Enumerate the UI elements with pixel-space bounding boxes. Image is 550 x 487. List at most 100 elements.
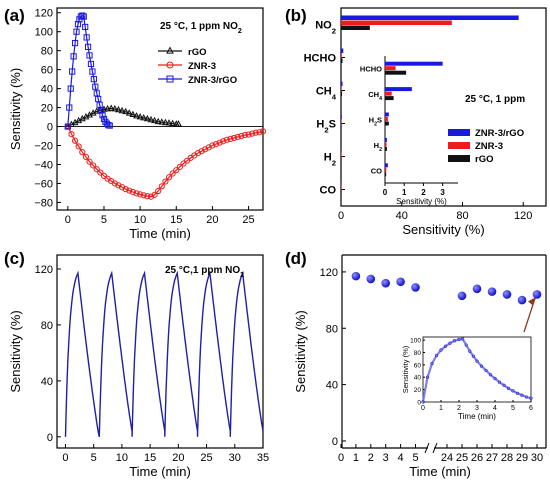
- panel-d-inset-xlabel: Time (min): [458, 412, 496, 421]
- panel-b-inset-bar: [385, 172, 387, 177]
- panel-d-inset-xtick-label: 2: [457, 405, 461, 412]
- panel-d-inset-ylabel: Sensitivity (%): [401, 345, 410, 393]
- panel-b-bar: [341, 124, 342, 129]
- panel-b-plot-frame: [340, 7, 547, 207]
- panel-b-legend-text: ZNR-3: [475, 141, 503, 152]
- panel-d-point: [457, 291, 467, 301]
- panel-d-xtick-label: 27: [486, 452, 498, 464]
- panel-d-xtick-label: 29: [516, 452, 528, 464]
- panel-c-ytick-label: 80: [41, 320, 53, 332]
- panel-a-series-marker: [241, 131, 249, 139]
- panel-a-series-marker: [137, 191, 144, 198]
- panel-a-series-marker: [89, 68, 96, 75]
- panel-d-inset-xtick-label: 6: [529, 405, 533, 412]
- panel-c-xlabel: Time (min): [129, 464, 191, 479]
- panel-b-label: (b): [285, 6, 307, 25]
- panel-a-series-marker: [67, 85, 74, 92]
- panel-b-inset-bar: [385, 66, 396, 71]
- panel-b-legend-text: rGO: [475, 154, 493, 165]
- panel-d-inset-series-marker: [471, 354, 476, 358]
- panel-a-series-marker: [73, 28, 80, 35]
- panel-a-series-marker: [70, 53, 77, 60]
- panel-b-inset-bar: [385, 137, 387, 142]
- panel-b-category-label: CH4: [316, 86, 337, 102]
- panel-b-bar: [341, 180, 342, 185]
- panel-a-series-marker: [99, 112, 106, 119]
- panel-a-series-marker: [161, 118, 169, 126]
- panel-a-series-marker: [174, 120, 182, 127]
- panel-a-series-marker: [238, 132, 245, 140]
- panel-c-series-line: [64, 270, 264, 437]
- panel-d-inset-series-marker: [430, 362, 434, 366]
- panel-d-ylabel: Sensitivity (%): [293, 310, 308, 392]
- panel-d-point: [517, 295, 527, 305]
- panel-a-series-marker: [111, 104, 119, 112]
- panel-d-inset-ytick-label: 100: [410, 338, 421, 345]
- panel-b-legend-swatch: [448, 142, 470, 149]
- panel-a-series-marker: [106, 122, 113, 129]
- panel-d-xtick-label: 25: [456, 452, 468, 464]
- panel-a-ytick-label: 60: [41, 65, 53, 77]
- panel-d-inset-series-marker: [529, 396, 533, 400]
- panel-a-series-marker: [129, 188, 136, 196]
- panel-d-inset-series-marker: [479, 364, 484, 368]
- panel-a-series-marker: [84, 43, 92, 50]
- panel-d-label: (d): [285, 249, 307, 268]
- panel-b-xlabel: Sensitivity (%): [402, 222, 484, 237]
- panel-a-series-marker: [147, 115, 155, 123]
- panel-a-series-marker: [133, 112, 140, 119]
- panel-d-point: [411, 283, 420, 292]
- panel-d-xtick-label: 28: [501, 452, 513, 464]
- panel-a-series-marker: [234, 133, 241, 141]
- panel-b-legend-swatch: [448, 155, 470, 162]
- panel-b-bar: [341, 114, 342, 119]
- panel-a-series-marker: [176, 163, 183, 170]
- panel-d-inset-xtick-label: 3: [475, 405, 479, 412]
- panel-a-xlabel: Time (min): [129, 226, 191, 241]
- panel-d-inset-ytick-label: 20: [414, 387, 422, 394]
- panel-d-inset-series-marker: [448, 341, 452, 345]
- panel-b-xtick-label: 120: [514, 210, 532, 222]
- panel-b-inset-xtick-label: 3: [440, 188, 445, 197]
- panel-c-xtick-label: 5: [91, 452, 97, 464]
- panel-a-legend-text: rGO: [188, 47, 206, 58]
- panel-a-series-marker: [87, 60, 95, 68]
- panel-d-ytick-label: 0: [332, 436, 338, 448]
- panel-d-axis-break: [432, 442, 438, 454]
- panel-a-series-marker: [97, 169, 104, 176]
- panel-a-xtick-label: 20: [206, 214, 218, 226]
- panel-a-series-marker: [194, 149, 202, 157]
- panel-c-ylabel: Sensitivity (%): [8, 310, 23, 392]
- panel-d-inset-series-marker: [461, 337, 465, 341]
- panel-b-inset-category-label: CH4: [368, 90, 382, 102]
- panel-a-series-line: [67, 126, 264, 198]
- panel-b-bar: [341, 190, 342, 195]
- panel-b-bar: [341, 147, 342, 152]
- panel-b-category-label: H2: [324, 152, 336, 168]
- panel-a-series-marker: [205, 144, 212, 151]
- panel-b-bar: [341, 152, 342, 157]
- panel-b-inset-bar: [385, 167, 387, 172]
- panel-a-legend-marker: [166, 75, 174, 83]
- panel-d-point: [381, 278, 391, 288]
- panel-a: (a) −80 −60 −40 −20 0 20 40 60 80 100 120 0 5 10 15 20 25…: [4, 6, 267, 241]
- panel-c-annotation: 25 °C,1 ppm NO2: [165, 265, 244, 279]
- panel-d-xtick-label: 5: [412, 452, 418, 464]
- panel-d-inset-xtick-label: 0: [421, 405, 425, 412]
- panel-d-inset-series-marker: [457, 337, 461, 342]
- panel-a-series-marker: [129, 110, 137, 118]
- panel-d-xtick-label: 24: [441, 452, 453, 464]
- panel-b-bar: [341, 81, 343, 86]
- panel-b-inset-bar: [385, 121, 389, 126]
- panel-a-series-marker: [69, 68, 76, 75]
- panel-d-inset-series-marker: [506, 386, 511, 390]
- panel-a-series-marker: [80, 13, 87, 20]
- panel-b-inset-xtick-label: 2: [421, 188, 426, 197]
- panel-a-series-marker: [79, 149, 86, 156]
- panel-a-series-marker: [122, 186, 129, 193]
- panel-a-series-marker: [66, 104, 73, 111]
- panel-d-inset-series-marker: [421, 400, 425, 404]
- panel-c-xtick-label: 10: [116, 452, 128, 464]
- panel-b-xtick-label: 80: [456, 210, 468, 222]
- panel-d-point: [351, 271, 361, 281]
